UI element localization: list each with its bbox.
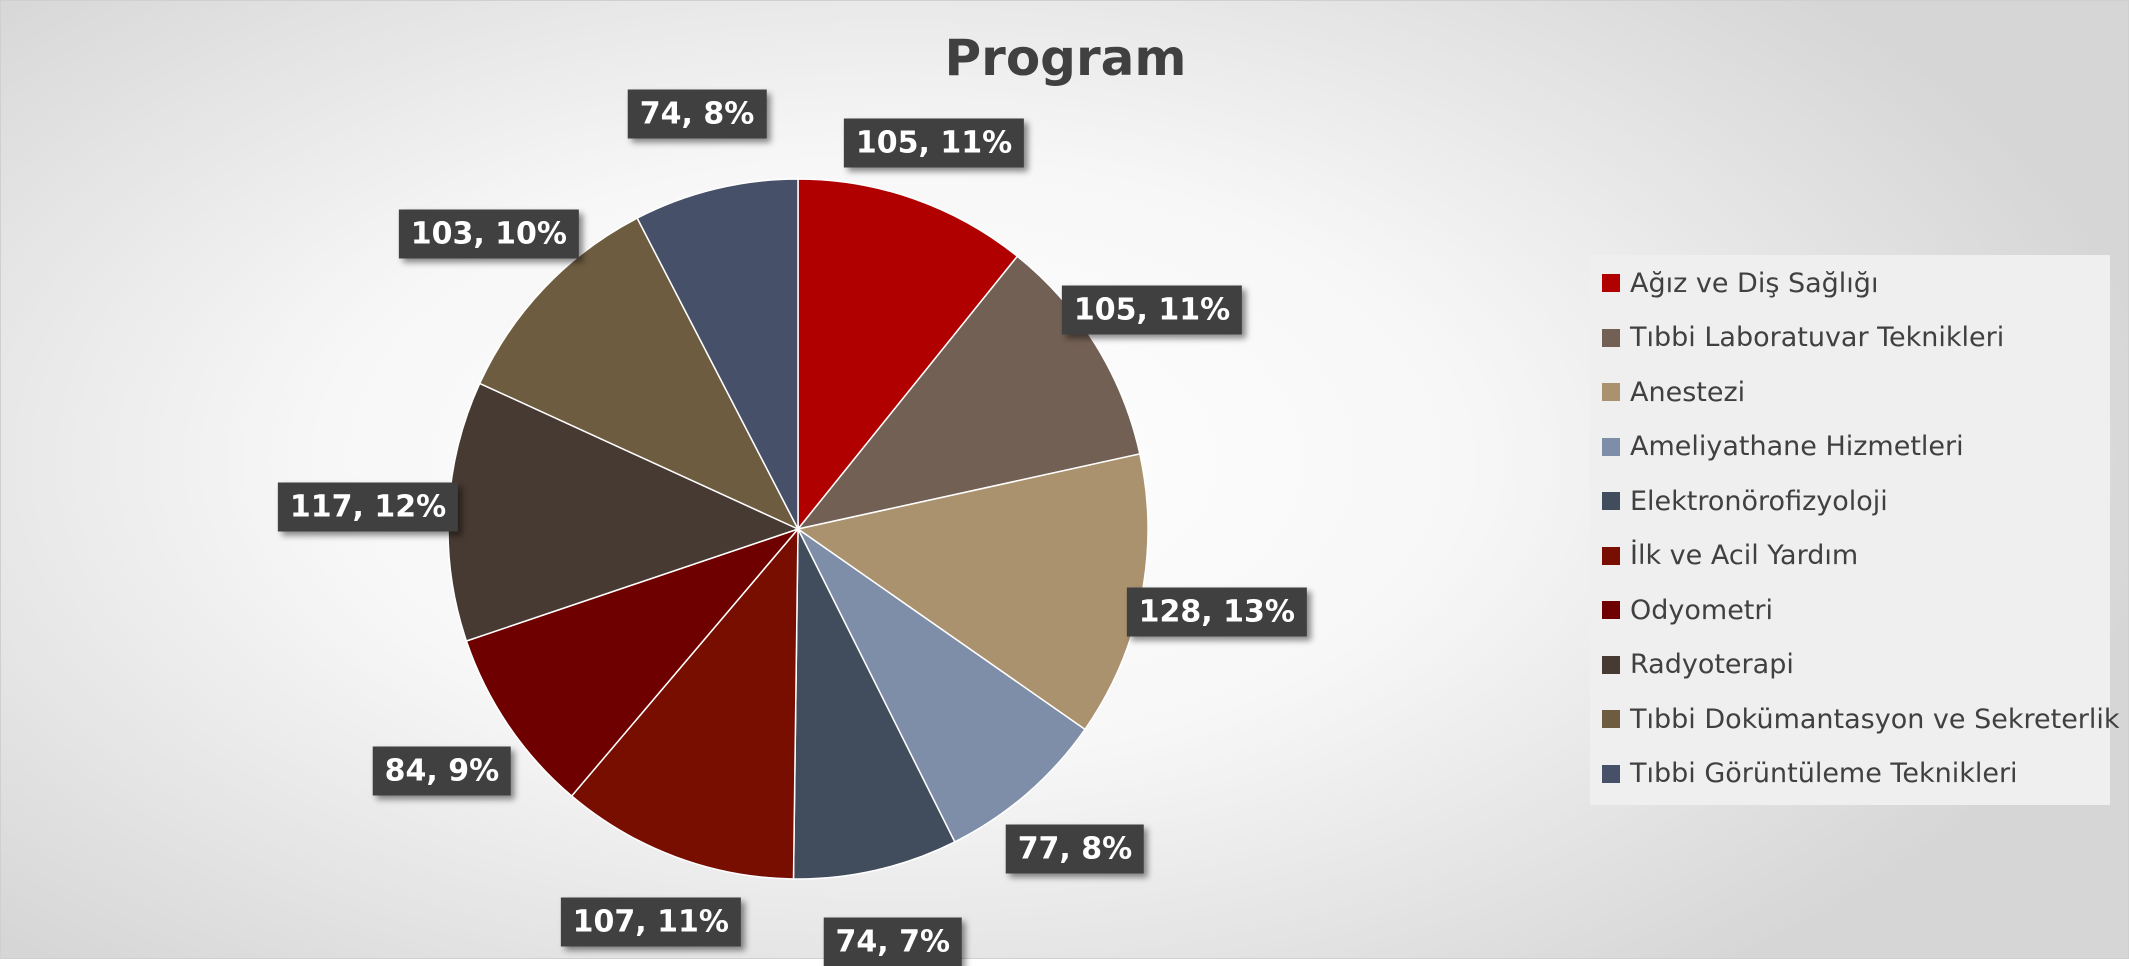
- legend-label: Anestezi: [1630, 376, 1746, 408]
- pie-slice-tibbi-dokumantasyon-ve-sekreterlik: [478, 217, 800, 531]
- data-label-agiz-ve-dis-sagligi: 105, 11%: [843, 118, 1025, 168]
- data-label-tibbi-dokumantasyon-ve-sekreterlik: 103, 10%: [398, 209, 579, 259]
- legend-label: Elektronörofizyoloji: [1630, 485, 1888, 517]
- data-label-anestezi: 128, 13%: [1126, 587, 1307, 637]
- pie-slice-odyometri: [465, 527, 801, 798]
- data-label-radyoterapi: 117, 12%: [277, 482, 459, 532]
- data-label-tibbi-laboratuvar-teknikleri: 105, 11%: [1061, 285, 1243, 335]
- legend-label: Odyometri: [1630, 594, 1773, 626]
- legend-item-elektronorofizyoloji: Elektronörofizyoloji: [1602, 481, 1888, 521]
- legend-swatch: [1602, 274, 1620, 292]
- data-label-ameliyathane-hizmetleri: 77, 8%: [1005, 824, 1145, 874]
- data-label-odyometri: 84, 9%: [372, 746, 512, 796]
- legend-item-agiz-ve-dis-sagligi: Ağız ve Diş Sağlığı: [1602, 263, 1878, 303]
- legend-item-ameliyathane-hizmetleri: Ameliyathane Hizmetleri: [1602, 427, 1964, 467]
- data-label-tibbi-goruntuleme-teknikleri: 74, 8%: [627, 89, 767, 139]
- pie-slice-elektronorofizyoloji: [792, 528, 956, 880]
- legend-label: Ameliyathane Hizmetleri: [1630, 431, 1964, 462]
- data-label-elektronorofizyoloji: 74, 7%: [823, 917, 963, 966]
- legend-swatch: [1602, 601, 1620, 619]
- legend-label: Tıbbi Laboratuvar Teknikleri: [1630, 322, 2005, 353]
- legend-label: Radyoterapi: [1630, 649, 1794, 680]
- legend-item-ilk-ve-acil-yardim: İlk ve Acil Yardım: [1602, 536, 1858, 576]
- legend-item-radyoterapi: Radyoterapi: [1602, 645, 1794, 685]
- legend-swatch: [1602, 546, 1620, 565]
- legend-swatch: [1602, 383, 1620, 401]
- legend-swatch: [1602, 764, 1620, 783]
- legend-label: Ağız ve Diş Sağlığı: [1630, 267, 1879, 299]
- pie-slice-ameliyathane-hizmetleri: [797, 528, 1086, 843]
- legend-item-odyometri: Odyometri: [1602, 590, 1773, 630]
- legend-swatch: [1602, 710, 1620, 728]
- legend-item-tibbi-dokumantasyon-ve-sekreterlik: Tıbbi Dokümantasyon ve Sekreterlik: [1602, 699, 2120, 739]
- legend-item-tibbi-goruntuleme-teknikleri: Tıbbi Görüntüleme Teknikleri: [1602, 754, 2018, 794]
- chart-title: Program: [944, 29, 1187, 87]
- data-label-ilk-ve-acil-yardim: 107, 11%: [560, 897, 741, 947]
- pie-slice-agiz-ve-dis-sagligi: [797, 178, 1019, 532]
- legend-swatch: [1602, 437, 1620, 456]
- legend-swatch: [1602, 328, 1620, 347]
- pie-slice-ilk-ve-acil-yardim: [570, 526, 799, 880]
- legend-label: İlk ve Acil Yardım: [1630, 540, 1859, 571]
- legend-label: Tıbbi Görüntüleme Teknikleri: [1630, 758, 2018, 789]
- legend: Ağız ve Diş Sağlığı Tıbbi Laboratuvar Tek…: [1590, 255, 2120, 805]
- legend-swatch: [1602, 655, 1620, 674]
- legend-item-anestezi: Anestezi: [1602, 372, 1745, 412]
- pie-slice-tibbi-goruntuleme-teknikleri: [636, 178, 799, 530]
- legend-item-tibbi-laboratuvar-teknikleri: Tıbbi Laboratuvar Teknikleri: [1602, 318, 2004, 358]
- pie-slice-tibbi-laboratuvar-teknikleri: [796, 255, 1141, 531]
- legend-swatch: [1602, 492, 1620, 510]
- legend-label: Tıbbi Dokümantasyon ve Sekreterlik: [1630, 703, 2120, 735]
